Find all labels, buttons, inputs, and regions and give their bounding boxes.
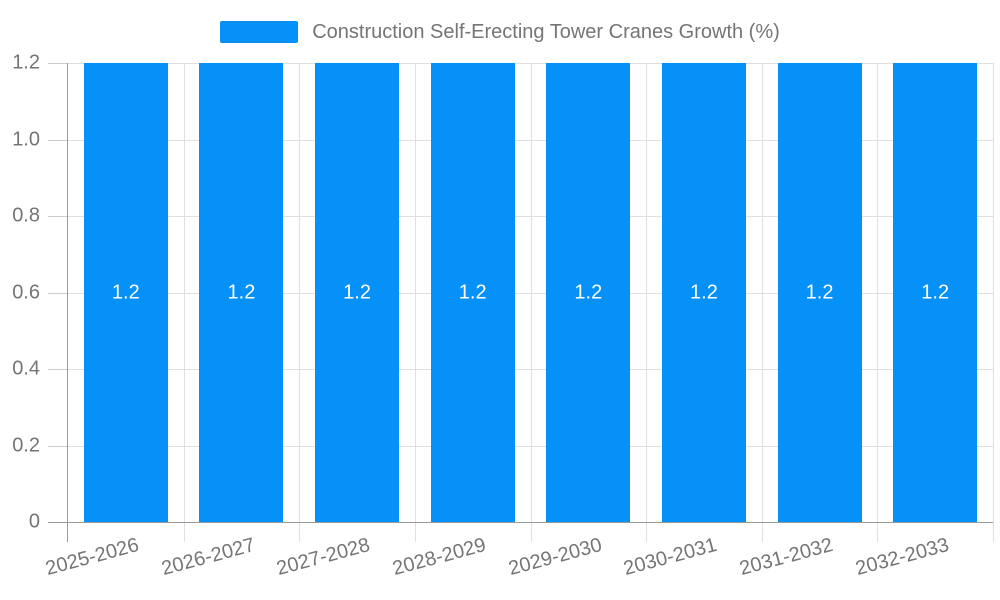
- v-gridline: [877, 63, 879, 542]
- x-tick-label: 2031-2032: [737, 534, 836, 581]
- bar[interactable]: [199, 63, 284, 522]
- bar-value-label: 1.2: [574, 281, 603, 303]
- bar[interactable]: [893, 63, 978, 522]
- bar-value-label: 1.2: [921, 281, 950, 303]
- bar[interactable]: [83, 63, 168, 522]
- bar-value-label: 1.2: [227, 281, 256, 303]
- x-tick-label: 2029-2030: [505, 534, 605, 581]
- x-tick-label: 2026-2027: [159, 534, 258, 581]
- v-gridline: [183, 63, 185, 542]
- bar-value-label: 1.2: [343, 281, 371, 303]
- bar[interactable]: [430, 63, 515, 522]
- legend[interactable]: Construction Self-Erecting Tower Cranes …: [0, 18, 1000, 46]
- y-tick-label: 0.8: [12, 204, 40, 227]
- v-gridline: [414, 63, 416, 542]
- bar[interactable]: [777, 63, 862, 522]
- y-tick-label: 0.6: [12, 281, 40, 303]
- y-axis-tick: [48, 292, 68, 294]
- v-gridline: [646, 63, 648, 542]
- bar-value-label: 1.2: [111, 281, 140, 303]
- y-tick-label: 0.4: [12, 357, 40, 380]
- x-tick-label: 2027-2028: [274, 534, 373, 581]
- x-tick-label: 2030-2031: [621, 534, 720, 581]
- y-axis-tick: [48, 445, 68, 447]
- legend-swatch-icon: [220, 21, 299, 43]
- plot-area: 1.2 1.2 1.2 1.2 1.2 1.2 1.2 1.2 0 0.2 0.4 0.6 0.8 1.…: [12, 52, 994, 580]
- y-axis-line: [67, 63, 68, 542]
- bar-value-label: 1.2: [690, 281, 718, 303]
- v-gridline: [299, 63, 301, 542]
- bar[interactable]: [315, 63, 400, 522]
- y-tick-label: 0: [28, 510, 40, 533]
- bar[interactable]: [661, 63, 746, 522]
- bar-value-label: 1.2: [458, 281, 487, 303]
- y-axis-tick: [48, 369, 68, 370]
- v-gridline: [993, 63, 994, 542]
- y-axis-tick: [48, 216, 68, 217]
- y-axis-tick: [48, 139, 68, 141]
- x-tick-label: 2032-2033: [852, 534, 951, 581]
- y-tick-label: 1.2: [12, 51, 40, 74]
- legend-label: Construction Self-Erecting Tower Cranes …: [312, 21, 780, 43]
- v-gridline: [530, 63, 532, 542]
- v-gridline: [761, 63, 763, 542]
- y-tick-label: 0.2: [12, 434, 40, 456]
- x-axis-line: [48, 522, 993, 523]
- x-tick-label: 2025-2026: [43, 534, 142, 581]
- y-axis-tick: [48, 63, 68, 64]
- x-tick-label: 2028-2029: [390, 534, 489, 581]
- bar[interactable]: [546, 63, 631, 522]
- y-tick-label: 1.0: [12, 128, 40, 150]
- bar-value-label: 1.2: [805, 281, 834, 303]
